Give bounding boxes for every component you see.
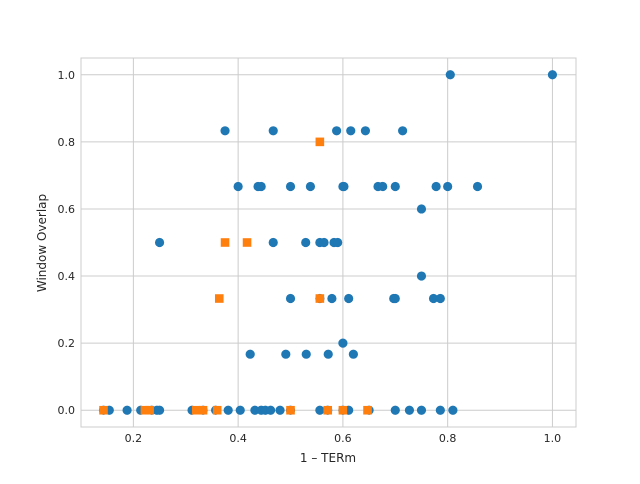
scatter-point-circle (338, 338, 348, 348)
scatter-point-circle (266, 405, 276, 415)
y-tick-label: 0.0 (58, 404, 76, 417)
x-tick-label: 0.4 (229, 432, 247, 445)
scatter-point-circle (344, 293, 354, 304)
grid (81, 58, 576, 427)
scatter-point-circle (333, 237, 343, 248)
scatter-point-square (198, 405, 208, 415)
scatter-point-circle (256, 181, 266, 192)
scatter-point-circle (245, 349, 255, 359)
scatter-point-circle (390, 293, 400, 304)
y-tick-label: 0.6 (58, 203, 76, 216)
scatter-point-circle (301, 237, 311, 248)
scatter-point-circle (404, 405, 415, 415)
scatter-point-circle (435, 293, 445, 304)
scatter-point-circle (327, 293, 337, 304)
scatter-point-circle (235, 405, 245, 415)
x-tick-label: 1.0 (544, 432, 562, 445)
scatter-point-circle (339, 181, 349, 192)
scatter-point-circle (268, 237, 278, 248)
scatter-point-circle (154, 405, 165, 415)
scatter-point-circle (285, 293, 296, 304)
y-tick-label: 0.8 (58, 136, 76, 149)
scatter-point-circle (223, 405, 233, 415)
scatter-point-circle (323, 349, 333, 359)
scatter-point-square (220, 238, 230, 247)
scatter-point-square (242, 238, 252, 247)
scatter-point-circle (301, 349, 311, 359)
scatter-point-square (140, 405, 150, 415)
scatter-point-square (315, 137, 325, 147)
scatter-point-circle (445, 70, 455, 80)
scatter-point-square (315, 294, 325, 303)
scatter-point-circle (390, 181, 400, 192)
scatter-point-circle (348, 349, 358, 359)
x-tick-label: 0.8 (439, 432, 457, 445)
scatter-point-square (323, 405, 333, 415)
x-axis-label: 1 – TERm (300, 451, 356, 465)
scatter-point-circle (285, 181, 296, 192)
scatter-point-circle (390, 405, 400, 415)
data-points (98, 70, 558, 415)
scatter-point-circle (472, 181, 483, 192)
scatter-point-square (145, 405, 154, 415)
scatter-point-square (99, 405, 108, 415)
y-tick-label: 0.4 (58, 270, 76, 283)
scatter-point-circle (315, 405, 325, 415)
scatter-point-circle (305, 181, 316, 192)
scatter-point-square (191, 405, 201, 415)
scatter-point-circle (360, 126, 371, 136)
scatter-point-square (363, 405, 372, 415)
scatter-point-square (286, 405, 295, 415)
scatter-point-circle (122, 405, 132, 415)
scatter-point-circle (431, 181, 441, 192)
y-tick-label: 1.0 (58, 69, 76, 82)
scatter-point-circle (346, 126, 356, 136)
scatter-point-circle (416, 271, 427, 281)
scatter-point-square (214, 294, 224, 303)
scatter-point-circle (416, 204, 427, 214)
scatter-point-circle (233, 181, 243, 192)
y-tick-labels: 0.0 0.2 0.4 0.6 0.8 1.0 (58, 69, 76, 417)
scatter-point-circle (428, 293, 439, 304)
scatter-point-square (338, 405, 348, 415)
scatter-point-circle (443, 181, 453, 192)
scatter-point-circle (398, 126, 408, 136)
scatter-point-circle (448, 405, 458, 415)
scatter-point-circle (332, 126, 342, 136)
x-tick-labels: 0.2 0.4 0.6 0.8 1.0 (125, 432, 562, 445)
x-tick-label: 0.6 (334, 432, 352, 445)
scatter-point-circle (547, 70, 558, 80)
scatter-point-square (212, 405, 222, 415)
scatter-point-circle (275, 405, 285, 415)
scatter-point-circle (268, 126, 278, 136)
scatter-point-circle (154, 237, 165, 248)
scatter-point-circle (416, 405, 427, 415)
scatter-point-circle (319, 237, 329, 248)
scatter-point-circle (281, 349, 291, 359)
x-tick-label: 0.2 (125, 432, 143, 445)
scatter-point-circle (435, 405, 445, 415)
scatter-point-circle (250, 405, 260, 415)
y-tick-label: 0.2 (58, 337, 76, 350)
scatter-point-circle (378, 181, 388, 192)
scatter-point-circle (220, 126, 230, 136)
plot-frame (80, 57, 577, 428)
y-axis-label: Window Overlap (35, 194, 49, 292)
